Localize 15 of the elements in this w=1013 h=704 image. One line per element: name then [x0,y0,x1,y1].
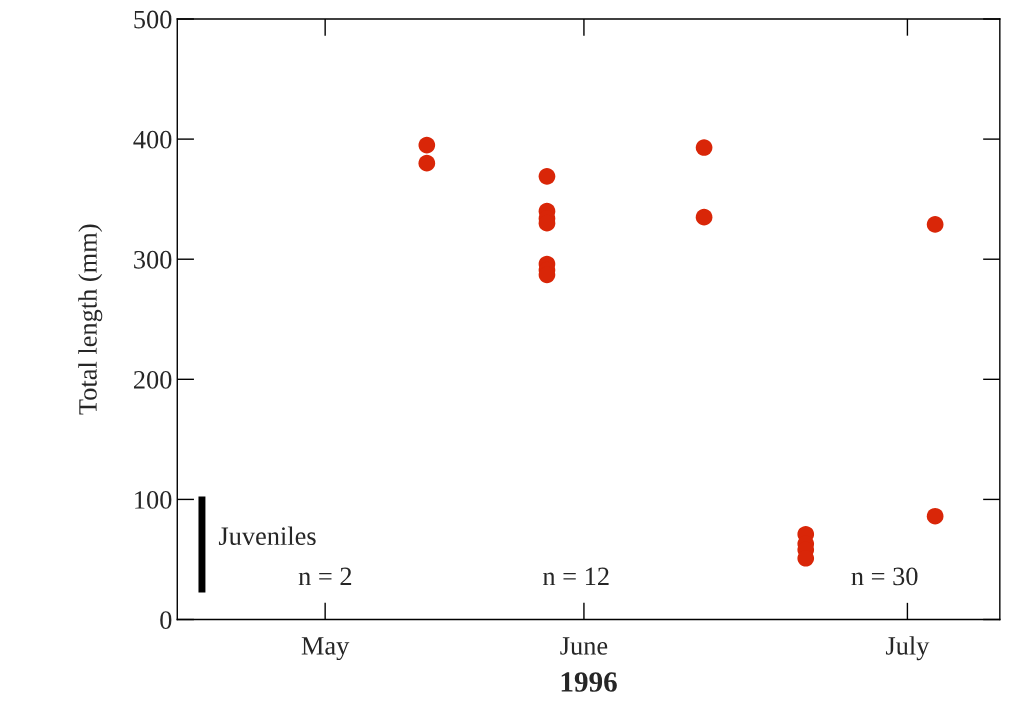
y-tick-label: 0 [160,611,172,629]
x-axis-title: 1996 [561,672,617,692]
x-tick-label: June [560,637,608,655]
y-tick-label: 100 [135,491,172,509]
annotation: n = 2 [298,567,352,586]
y-tick-label: 300 [134,250,172,269]
x-tick-label: July [885,636,930,661]
annotation: n = 30 [851,567,918,586]
y-tick-label: 500 [134,10,172,29]
x-tick-label: May [301,637,350,661]
y-axis-title: Total length (mm) [78,224,103,415]
y-tick-label: 400 [133,130,172,149]
annotation: Juveniles [218,526,316,546]
y-tick-label: 200 [133,370,172,389]
annotation: n = 12 [542,567,609,586]
